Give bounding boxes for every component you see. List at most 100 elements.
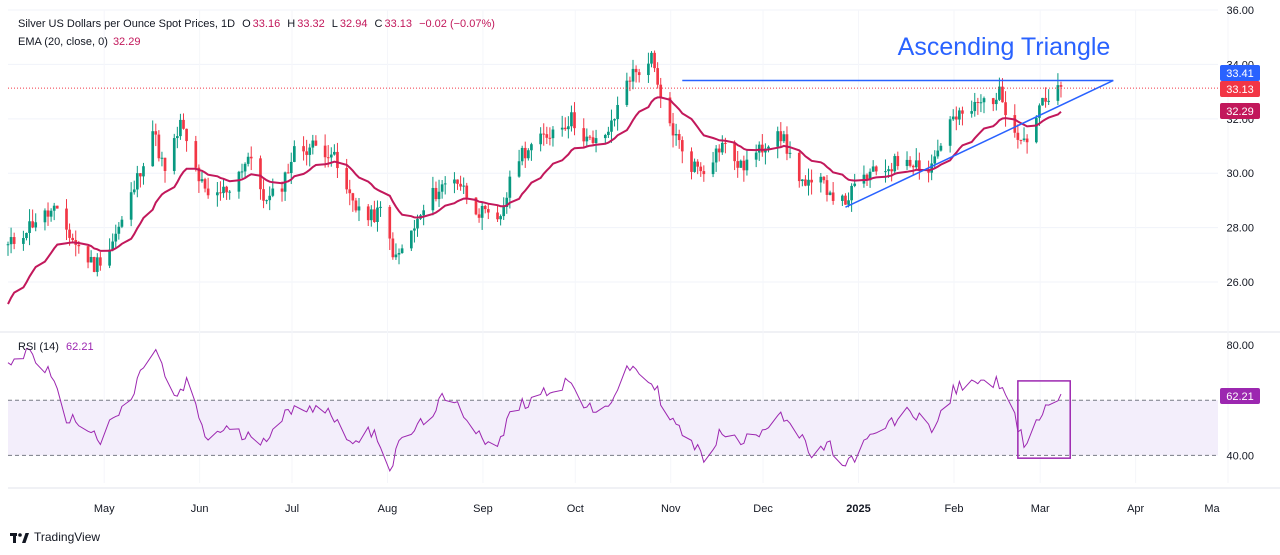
price-legend: Silver US Dollars per Ounce Spot Prices,… bbox=[18, 18, 495, 30]
candle-body bbox=[754, 152, 758, 160]
open-value: 33.16 bbox=[252, 18, 281, 30]
candle-body bbox=[351, 193, 355, 201]
candle-body bbox=[55, 205, 59, 209]
candle-body bbox=[918, 160, 921, 171]
candle-body bbox=[779, 131, 783, 142]
tradingview-logo[interactable]: TradingView bbox=[10, 530, 100, 544]
candle-body bbox=[336, 151, 339, 169]
candle-body bbox=[65, 208, 68, 230]
candle-body bbox=[563, 127, 567, 130]
candle-body bbox=[868, 171, 872, 181]
candle-body bbox=[400, 248, 404, 254]
rsi-name: RSI (14) bbox=[18, 341, 59, 353]
candle-body bbox=[434, 187, 438, 200]
candle-body bbox=[31, 221, 34, 228]
rsi-legend: RSI (14) 62.21 bbox=[18, 341, 94, 353]
candle-body bbox=[844, 195, 847, 205]
candle-body bbox=[465, 185, 469, 198]
candle-body bbox=[828, 192, 832, 195]
candle-body bbox=[49, 210, 53, 217]
candle-body bbox=[927, 170, 930, 173]
candle-body bbox=[139, 173, 142, 177]
candle-body bbox=[86, 246, 90, 263]
candle-body bbox=[474, 197, 478, 215]
candle-body bbox=[656, 68, 659, 85]
candle-body bbox=[222, 186, 225, 194]
symbol-title: Silver US Dollars per Ounce Spot Prices,… bbox=[18, 18, 236, 30]
candle-body bbox=[1041, 97, 1044, 106]
price-label-box bbox=[1220, 103, 1260, 119]
candle-body bbox=[114, 233, 118, 242]
candle-body bbox=[1013, 115, 1017, 133]
candle-body bbox=[314, 140, 318, 146]
candle-body bbox=[733, 143, 736, 162]
candle-body bbox=[369, 209, 373, 221]
candle-body bbox=[874, 166, 878, 172]
annotation-text: Ascending Triangle bbox=[898, 33, 1111, 61]
price-label-text: 33.41 bbox=[1226, 68, 1254, 80]
candle-body bbox=[354, 200, 358, 211]
candle-body bbox=[810, 179, 813, 183]
candle-body bbox=[132, 189, 136, 193]
candle-body bbox=[240, 171, 244, 173]
candle-body bbox=[413, 228, 416, 231]
candle-body bbox=[477, 214, 481, 218]
candle-body bbox=[108, 249, 111, 266]
candle-body bbox=[71, 237, 74, 241]
overlay: Ascending Triangle bbox=[7, 33, 1218, 305]
close-label: C bbox=[374, 18, 383, 30]
candle-body bbox=[194, 141, 198, 168]
candle-body bbox=[154, 131, 158, 135]
candle-body bbox=[659, 84, 663, 98]
candle-body bbox=[668, 97, 672, 124]
rsi-band bbox=[8, 400, 1218, 456]
candle-body bbox=[582, 128, 586, 142]
candle-body bbox=[970, 111, 974, 114]
candle-body bbox=[373, 209, 376, 222]
candle-body bbox=[182, 119, 185, 129]
price-tick-label: 36.00 bbox=[1226, 5, 1254, 17]
candle-body bbox=[674, 134, 678, 136]
candle-body bbox=[333, 151, 336, 155]
candle-body bbox=[111, 241, 115, 250]
candle-body bbox=[25, 232, 28, 239]
candle-body bbox=[616, 104, 619, 120]
candle-body bbox=[539, 133, 542, 145]
candle-body bbox=[991, 98, 995, 105]
candle-body bbox=[650, 52, 653, 64]
candle-body bbox=[573, 112, 576, 129]
candle-body bbox=[542, 133, 546, 135]
candle-body bbox=[739, 160, 743, 168]
close-value: 33.13 bbox=[384, 18, 412, 30]
candle-body bbox=[908, 159, 912, 166]
candle-body bbox=[585, 136, 589, 142]
candle-body bbox=[819, 176, 823, 183]
candle-body bbox=[43, 210, 47, 223]
candle-body bbox=[760, 144, 764, 153]
candle-body bbox=[1044, 97, 1047, 102]
candle-body bbox=[671, 123, 675, 136]
candle-body bbox=[699, 166, 703, 172]
candle-body bbox=[850, 185, 853, 201]
candle-body bbox=[696, 161, 700, 167]
candle-body bbox=[610, 120, 613, 132]
candle-body bbox=[982, 98, 986, 103]
candle-body bbox=[99, 257, 102, 266]
candle-body bbox=[345, 168, 349, 190]
candle-body bbox=[591, 137, 595, 144]
candle-body bbox=[625, 80, 629, 105]
candle-body bbox=[225, 186, 228, 193]
candle-body bbox=[1047, 100, 1050, 102]
candle-body bbox=[523, 147, 527, 159]
high-label: H bbox=[287, 18, 296, 30]
rsi-legend-value: 62.21 bbox=[66, 341, 94, 353]
candle-body bbox=[46, 210, 50, 217]
candle-body bbox=[323, 145, 327, 158]
candle-body bbox=[847, 200, 850, 205]
candle-body bbox=[348, 189, 352, 194]
candle-body bbox=[22, 238, 25, 244]
candle-body bbox=[286, 172, 290, 174]
candle-body bbox=[219, 192, 222, 194]
candle-body bbox=[95, 257, 99, 272]
